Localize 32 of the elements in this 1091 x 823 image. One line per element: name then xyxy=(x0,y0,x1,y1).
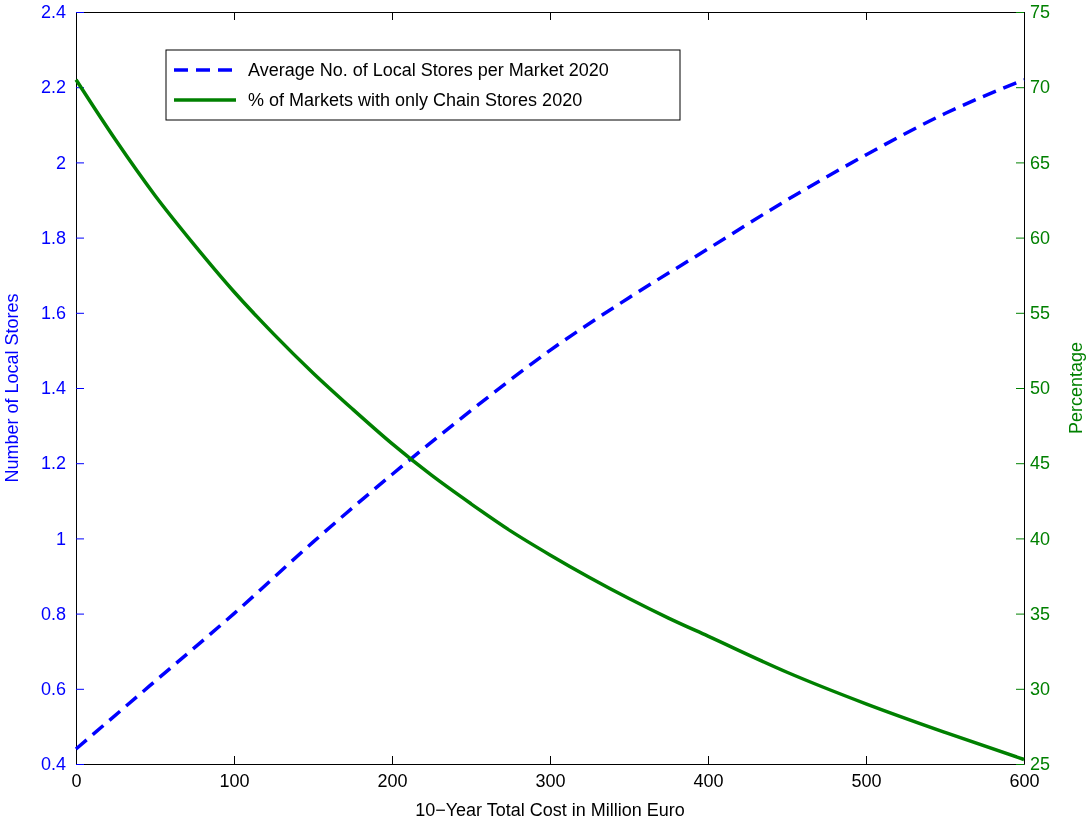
x-tick-label: 400 xyxy=(693,770,724,791)
y-axis-title: Number of Local Stores xyxy=(2,293,22,483)
y-tick-label: 0.4 xyxy=(40,754,66,775)
x-tick-label: 200 xyxy=(377,770,408,791)
y2-tick-label: 50 xyxy=(1030,378,1051,399)
y-tick-label: 2.4 xyxy=(40,2,66,23)
x-tick-label: 0 xyxy=(71,770,82,791)
y2-tick-label: 35 xyxy=(1030,603,1051,624)
y2-tick-label: 75 xyxy=(1030,2,1051,23)
y2-tick-label: 30 xyxy=(1030,679,1051,700)
y-tick-label: 0.6 xyxy=(40,679,66,700)
y2-axis-title: Percentage xyxy=(1066,341,1086,435)
y-tick-label: 1.6 xyxy=(40,303,66,324)
y2-tick-label: 40 xyxy=(1030,528,1051,549)
y-tick-label: 1 xyxy=(55,528,66,549)
x-tick-label: 300 xyxy=(535,770,566,791)
y-tick-label: 2 xyxy=(55,152,66,173)
legend-label: % of Markets with only Chain Stores 2020 xyxy=(248,90,583,110)
y-tick-label: 1.2 xyxy=(40,453,66,474)
y2-tick-label: 60 xyxy=(1030,227,1051,248)
legend-label: Average No. of Local Stores per Market 2020 xyxy=(248,60,609,80)
y-tick-label: 1.4 xyxy=(40,378,66,399)
y2-tick-label: 55 xyxy=(1030,303,1051,324)
y-tick-label: 0.8 xyxy=(40,603,66,624)
y2-tick-label: 45 xyxy=(1030,453,1051,474)
y2-tick-label: 65 xyxy=(1030,152,1051,173)
x-axis-title: 10−Year Total Cost in Million Euro xyxy=(415,800,685,820)
y2-tick-label: 70 xyxy=(1030,77,1051,98)
x-tick-label: 500 xyxy=(851,770,882,791)
y-tick-label: 2.2 xyxy=(40,77,66,98)
y-tick-label: 1.8 xyxy=(40,227,66,248)
x-tick-label: 100 xyxy=(219,770,250,791)
